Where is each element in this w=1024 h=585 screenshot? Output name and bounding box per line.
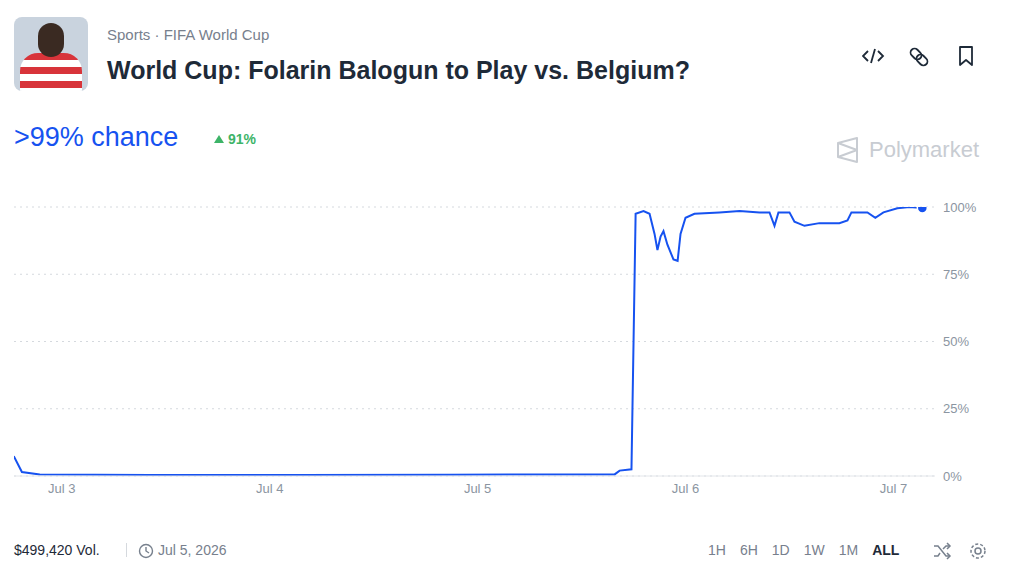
html-text:$499,420 Vol.: $499,420 Vol. [14,542,100,558]
html-text:1H: 1H [708,542,726,558]
svg-text:75%: 75% [943,267,969,282]
html-text:>99% chance: >99% chance [14,122,179,152]
svg-text:Jul 6: Jul 6 [672,481,699,496]
html-text:1D: 1D [771,542,790,558]
svg-text:0%: 0% [943,469,962,484]
svg-text:Jul 4: Jul 4 [256,481,283,496]
svg-text:100%: 100% [943,200,977,215]
svg-text:Jul 7: Jul 7 [880,481,907,496]
html-text:World Cup: Folarin Balogun to: World Cup: Folarin Balogun to Play vs. B… [107,56,690,84]
html-text:6H: 6H [739,542,758,558]
svg-text:25%: 25% [943,401,969,416]
svg-text:Jul 3: Jul 3 [48,481,75,496]
svg-text:50%: 50% [943,334,969,349]
svg-text:Jul 5: Jul 5 [464,481,491,496]
html-text:1M: 1M [838,542,859,558]
html-text:1W: 1W [803,542,825,558]
html-text:Sports · FIFA World Cup: Sports · FIFA World Cup [107,26,270,43]
html-text:ALL: ALL [872,542,900,558]
html-text:Polymarket: Polymarket [869,137,979,162]
html-text:Jul 5, 2026: Jul 5, 2026 [158,542,227,558]
html-text:91%: 91% [228,131,256,147]
